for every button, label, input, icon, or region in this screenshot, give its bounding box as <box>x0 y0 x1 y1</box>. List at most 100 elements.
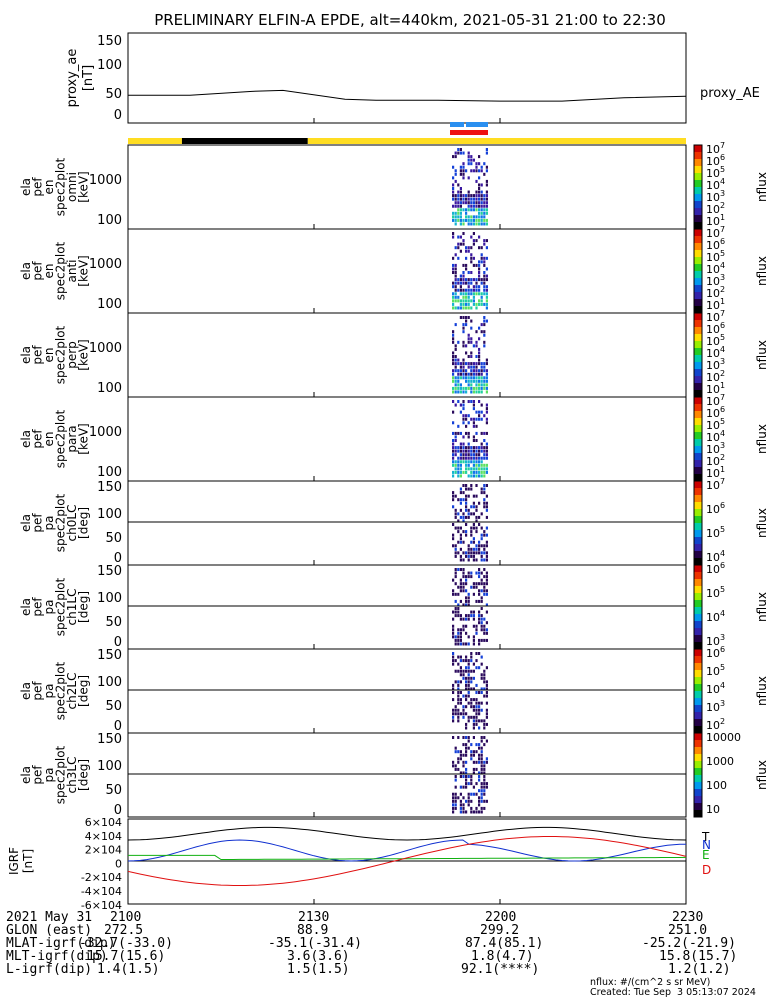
spec-pixel <box>483 369 486 373</box>
colorbar-step <box>694 481 702 489</box>
spec-ytick: 100 <box>97 213 122 228</box>
spec-pixel <box>457 470 460 474</box>
spec-pixel <box>478 652 481 656</box>
colorbar-step <box>694 705 702 713</box>
spec-pixel <box>480 295 483 299</box>
colorbar-step <box>694 551 702 559</box>
spec-pixel <box>475 424 478 428</box>
spec-pixel <box>454 512 457 516</box>
spec-pixel <box>478 523 481 527</box>
spec-pixel <box>457 288 460 292</box>
spec-pixel <box>465 659 468 663</box>
igrf-ytick: -2×104 <box>81 871 122 884</box>
spec-pixel <box>472 256 475 260</box>
spec-pixel <box>465 246 468 250</box>
spec-pixel <box>485 292 488 296</box>
spec-pixel <box>475 585 478 589</box>
spec-pixel <box>462 775 465 779</box>
spec-pixel <box>470 467 473 471</box>
spec-ylabel: [deg] <box>77 591 91 623</box>
spec-pixel <box>483 323 486 327</box>
spec-pixel <box>462 571 465 575</box>
spec-pixel <box>480 810 483 814</box>
spec-ylabel: ela <box>19 598 33 616</box>
spec-pixel <box>485 197 488 201</box>
spec-pixel <box>465 578 468 582</box>
spec-panel-frame <box>127 564 687 650</box>
colorbar-tick: 10 <box>706 803 720 816</box>
spec-pixel <box>483 208 486 212</box>
science-zone-bar <box>128 138 686 144</box>
spec-pixel <box>475 281 478 285</box>
spec-pixel <box>478 642 481 646</box>
spec-pixel <box>470 512 473 516</box>
colorbar-tick: 104 <box>706 429 725 444</box>
spec-pixel <box>452 421 455 425</box>
spec-ylabel: ela <box>19 682 33 700</box>
spec-pixel <box>467 467 470 471</box>
spec-pixel <box>465 208 468 212</box>
spec-pixel <box>467 340 470 344</box>
spec-pixel <box>459 673 462 677</box>
spec-pixel <box>452 358 455 362</box>
spec-pixel <box>462 278 465 282</box>
spec-pixel <box>472 218 475 222</box>
spec-pixel <box>454 204 457 208</box>
spec-pixel <box>452 390 455 394</box>
colorbar-label: nflux <box>755 676 769 706</box>
spec-pixel <box>483 551 486 555</box>
spec-pixel <box>470 551 473 555</box>
spec-pixel <box>459 578 462 582</box>
spec-pixel <box>478 326 481 330</box>
colorbar-tick: 100 <box>706 779 727 792</box>
spec-pixel <box>483 631 486 635</box>
spec-pixel <box>480 554 483 558</box>
spec-pixel <box>465 344 468 348</box>
spec-pixel <box>480 638 483 642</box>
spec-pixel <box>457 372 460 376</box>
spec-pixel <box>465 669 468 673</box>
colorbar-step <box>694 152 702 160</box>
spec-pixel <box>459 362 462 366</box>
spec-pixel <box>457 463 460 467</box>
spec-pixel <box>480 533 483 537</box>
spec-pixel <box>475 215 478 219</box>
spec-pixel <box>467 158 470 162</box>
blue-flag-2 <box>466 122 488 127</box>
spec-pixel <box>457 256 460 260</box>
spec-pixel <box>483 719 486 723</box>
spec-pixel <box>452 362 455 366</box>
spec-pixel <box>472 698 475 702</box>
colorbar-step <box>694 236 702 244</box>
spec-pixel <box>462 712 465 716</box>
spec-pixel <box>470 743 473 747</box>
spec-pixel <box>452 369 455 373</box>
spec-pixel <box>480 764 483 768</box>
spec-pixel <box>485 407 488 411</box>
blue-flag-1 <box>450 122 464 127</box>
spec-pixel <box>478 208 481 212</box>
spec-pixel <box>480 687 483 691</box>
spec-pixel <box>465 683 468 687</box>
colorbar-step <box>694 579 702 587</box>
spec-ylabel: spec2plot <box>54 241 68 300</box>
spec-pixel <box>459 446 462 450</box>
spec-pixel <box>462 558 465 562</box>
spec-pixel <box>475 631 478 635</box>
spec-pixel <box>478 417 481 421</box>
spec-pixel <box>480 599 483 603</box>
spec-pixel <box>462 299 465 303</box>
spec-pixel <box>480 376 483 380</box>
spec-pixel <box>462 369 465 373</box>
spec-pixel <box>467 431 470 435</box>
spec-pixel <box>457 635 460 639</box>
spec-pixel <box>475 792 478 796</box>
spec-pixel <box>478 551 481 555</box>
spec-pixel <box>472 278 475 282</box>
spec-pixel <box>475 683 478 687</box>
spec-pixel <box>452 431 455 435</box>
spec-pixel <box>462 515 465 519</box>
spec-pixel <box>457 540 460 544</box>
spec-pixel <box>472 669 475 673</box>
